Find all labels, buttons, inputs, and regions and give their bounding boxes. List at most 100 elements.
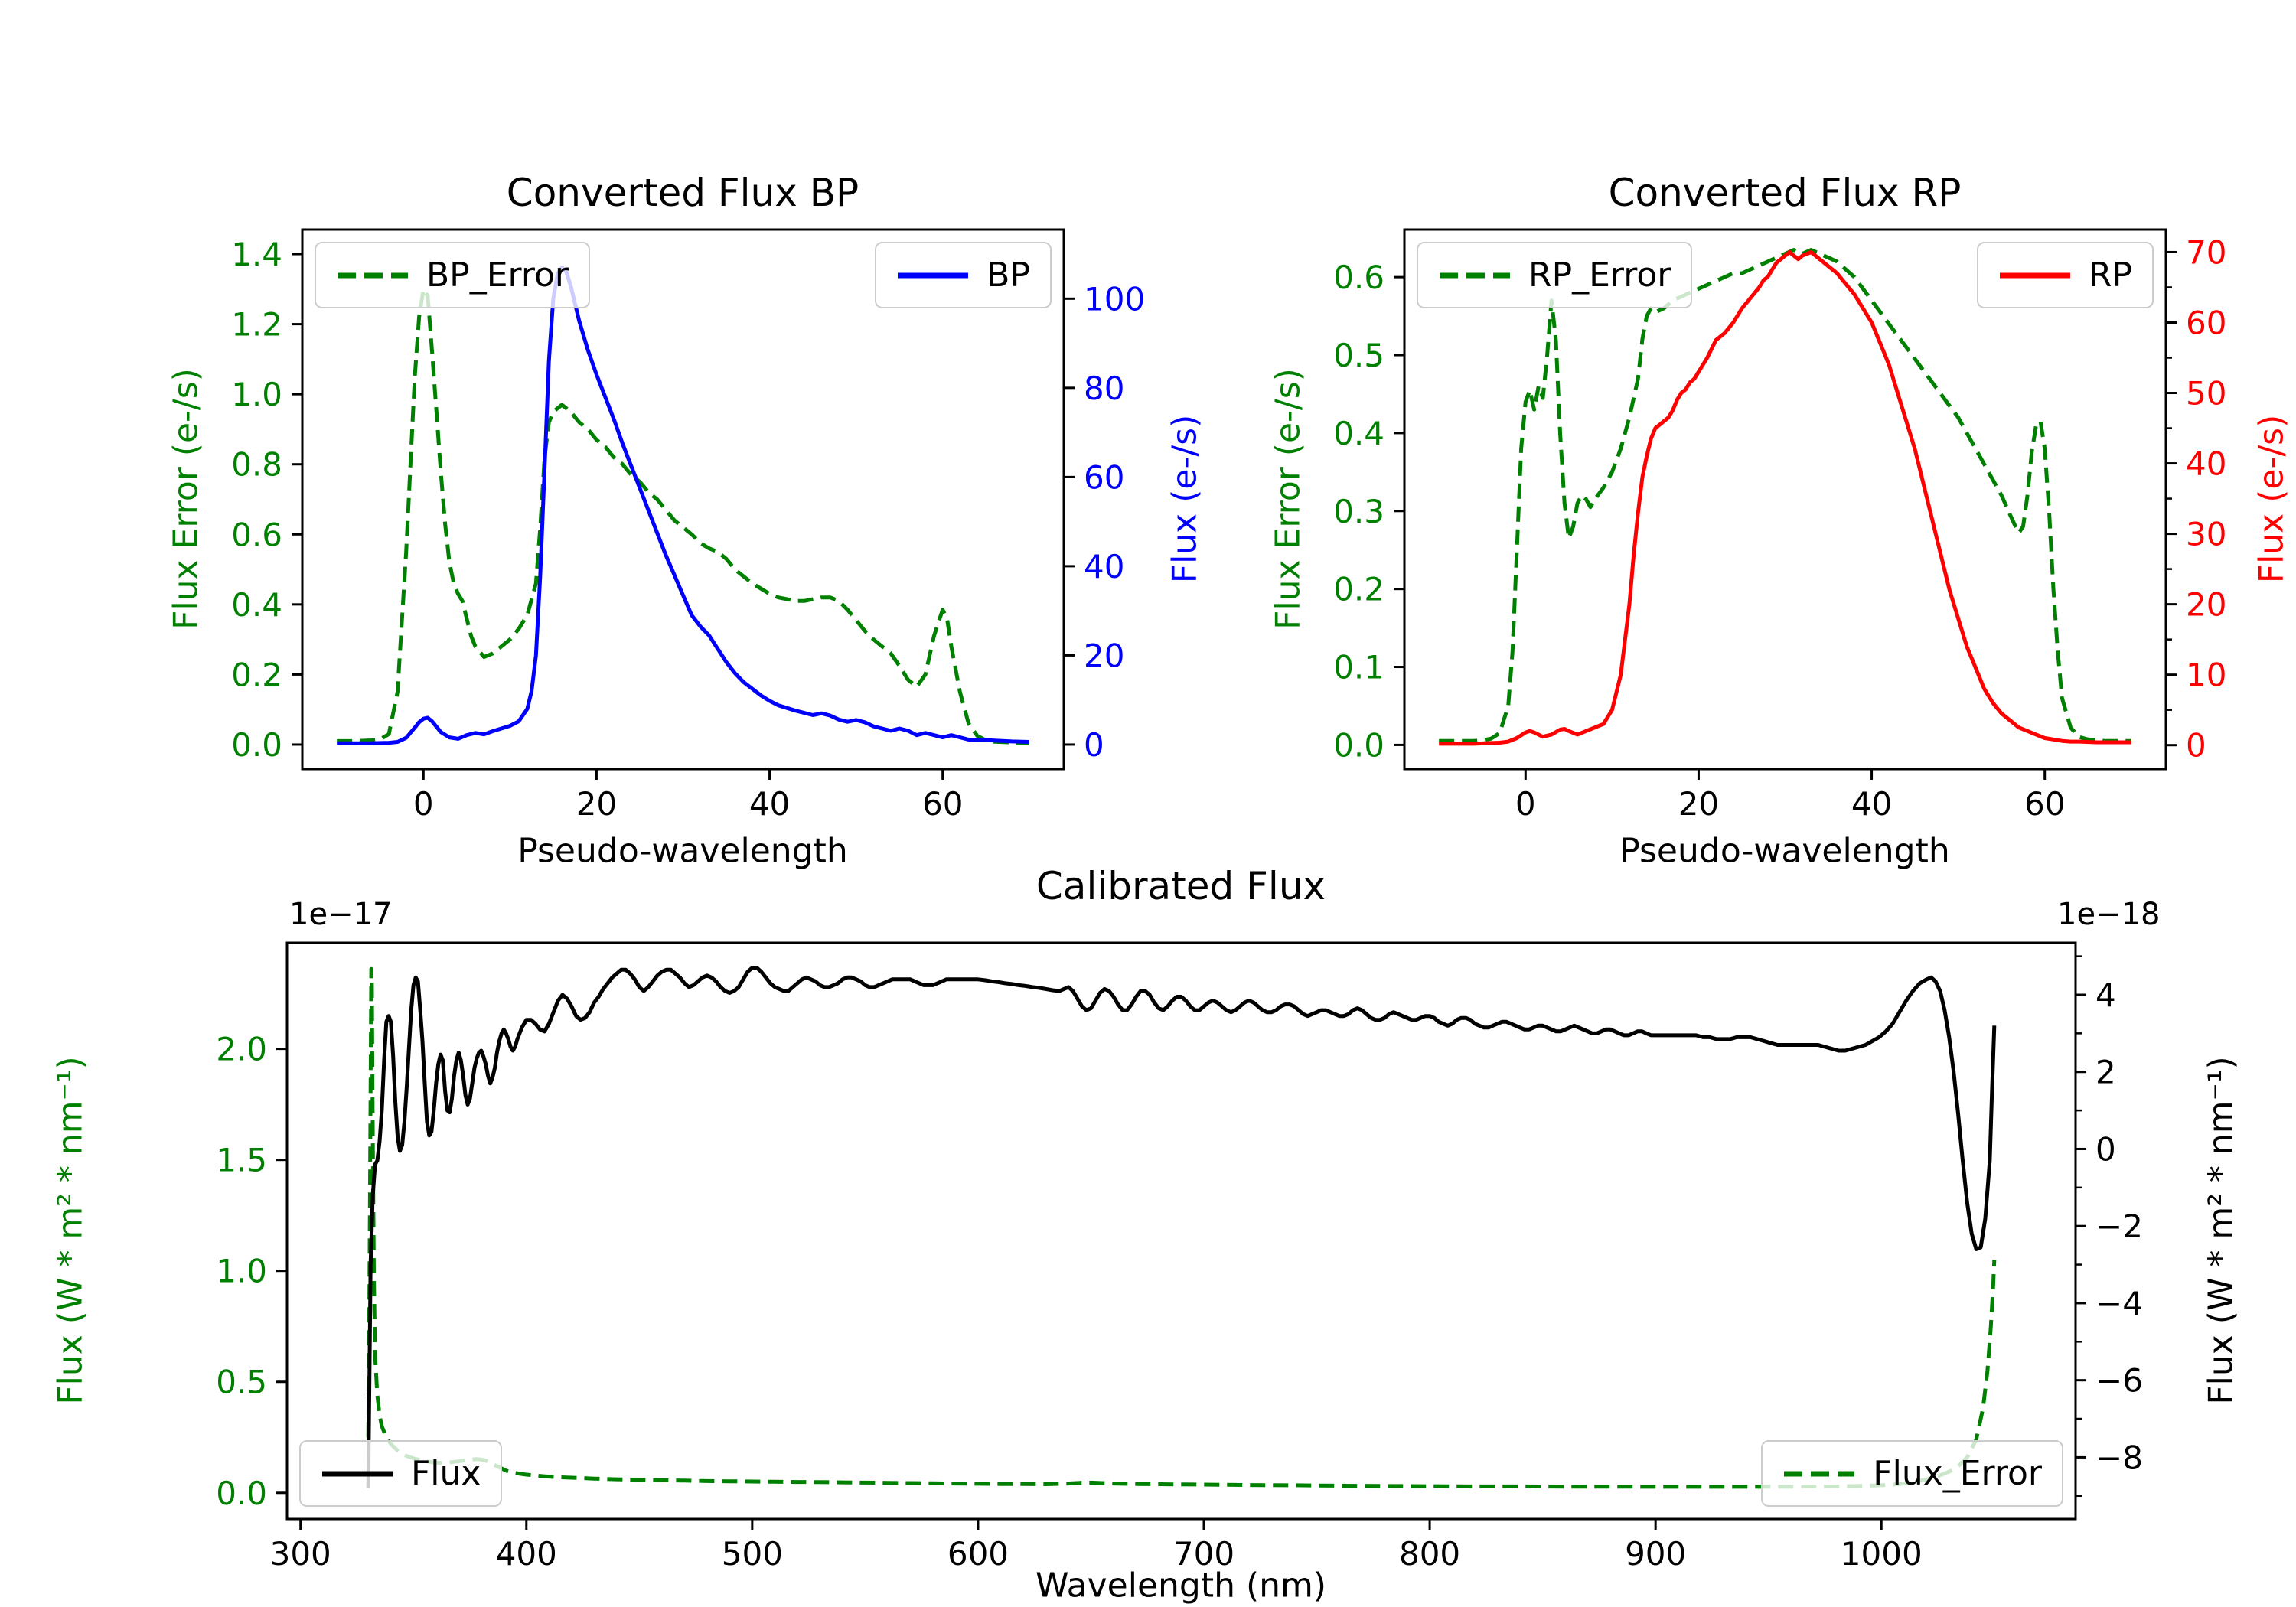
bp-plot-title: Converted Flux BP (506, 171, 859, 215)
rp-y-left-tick-label: 0.6 (1333, 259, 1384, 296)
rp-y-right-tick-label: 70 (2186, 233, 2226, 271)
bp-y-left-tick-label: 1.4 (231, 236, 282, 273)
rp-error-legend: RP_Error (1417, 242, 1693, 308)
cal-y-left-tick-label: 0.0 (216, 1475, 267, 1512)
rp-yaxis-left-label: Flux Error (e-/s) (1268, 368, 1308, 630)
bp-x-tick-label: 0 (413, 785, 434, 823)
bp-y-right-tick-label: 100 (1084, 280, 1145, 318)
bp-y-right-tick-label: 0 (1084, 726, 1104, 764)
rp-x-tick-label: 40 (1851, 785, 1892, 823)
cal-x-tick-label: 800 (1399, 1535, 1460, 1573)
bp-y-left-tick-label: 0.2 (231, 656, 282, 693)
cal-yaxis-left-label: Flux (W * m² * nm⁻¹) (51, 1056, 90, 1405)
rp-y-right-tick-label: 40 (2186, 445, 2226, 483)
rp-x-tick-label: 0 (1515, 785, 1536, 823)
rp-y-left-tick-label: 0.2 (1333, 571, 1384, 608)
cal-y-left-tick-label: 1.0 (216, 1253, 267, 1290)
bp-x-tick-label: 60 (922, 785, 963, 823)
bp-y-left-tick-label: 1.2 (231, 306, 282, 344)
rp-y-right-tick-label: 20 (2186, 586, 2226, 624)
bp-yaxis-right-label: Flux (e-/s) (1165, 414, 1205, 584)
bp-y-left-tick-label: 0.8 (231, 446, 282, 484)
rp-plot-spines (1403, 228, 2167, 771)
cal-x-tick-label: 900 (1625, 1535, 1686, 1573)
bp-xaxis-label: Pseudo-wavelength (517, 831, 848, 871)
bp-yaxis-left-label: Flux Error (e-/s) (166, 368, 206, 630)
rp-yaxis-right-label: Flux (e-/s) (2252, 414, 2291, 584)
rp-plot-title: Converted Flux RP (1608, 171, 1962, 215)
bp_error-line (337, 287, 1029, 745)
cal-x-tick-label: 1000 (1841, 1535, 1923, 1573)
cal-y-right-tick-label: −2 (2095, 1208, 2143, 1245)
cal-plot-spines (285, 941, 2077, 1521)
cal-plot-title: Calibrated Flux (1035, 864, 1326, 908)
rp-y-right-tick-label: 30 (2186, 516, 2226, 553)
rp-x-tick-label: 20 (1678, 785, 1719, 823)
bp-y-left-tick-label: 1.0 (231, 376, 282, 413)
cal-y-right-tick-label: −4 (2095, 1285, 2143, 1322)
rp-line (1439, 250, 2131, 746)
rp-y-right-tick-label: 60 (2186, 304, 2226, 341)
rp-y-left-tick-label: 0.5 (1333, 337, 1384, 374)
cal-x-tick-label: 400 (496, 1535, 557, 1573)
bp-y-right-tick-label: 80 (1084, 370, 1124, 407)
bp-plot-spines (301, 228, 1065, 771)
bp-y-left-tick-label: 0.0 (231, 726, 282, 764)
rp-legend: RP (1976, 242, 2154, 308)
rp-y-right-tick-label: 0 (2186, 727, 2206, 764)
cal-x-tick-label: 700 (1173, 1535, 1234, 1573)
cal-y-right-tick-label: 2 (2095, 1054, 2116, 1091)
rp-y-right-tick-label: 50 (2186, 375, 2226, 412)
bp-y-right-tick-label: 60 (1084, 458, 1124, 496)
rp-error-legend-label: RP_Error (1528, 256, 1671, 295)
flux-legend-line-icon (322, 1471, 393, 1476)
bp-line (337, 266, 1029, 745)
flux-legend: Flux (299, 1440, 503, 1507)
bp-legend-label: BP (987, 256, 1030, 295)
cal-x-tick-label: 500 (722, 1535, 783, 1573)
bp-y-right-tick-label: 20 (1084, 637, 1124, 674)
flux-error-legend: Flux_Error (1761, 1440, 2063, 1507)
bp-x-tick-label: 20 (576, 785, 617, 823)
cal-y-left-tick-label: 2.0 (216, 1031, 267, 1068)
bp-legend: BP (875, 242, 1052, 308)
cal-y-left-tick-label: 1.5 (216, 1142, 267, 1179)
cal-x-tick-label: 300 (270, 1535, 331, 1573)
bp-y-left-tick-label: 0.6 (231, 516, 282, 553)
flux-error-legend-line-icon (1784, 1471, 1855, 1476)
flux-error-legend-label: Flux_Error (1873, 1454, 2042, 1493)
bp-y-right-tick-label: 40 (1084, 548, 1124, 585)
cal-x-tick-label: 600 (947, 1535, 1009, 1573)
cal-y-left-tick-label: 0.5 (216, 1364, 267, 1401)
bp-error-legend-label: BP_Error (426, 256, 569, 295)
rp-xaxis-label: Pseudo-wavelength (1619, 831, 1950, 871)
bp-error-legend-line-icon (338, 272, 408, 278)
cal-xaxis-label: Wavelength (nm) (1035, 1566, 1327, 1605)
rp-y-left-tick-label: 0.4 (1333, 415, 1384, 452)
bp-y-left-tick-label: 0.4 (231, 586, 282, 624)
cal-y-right-tick-label: −8 (2095, 1439, 2143, 1476)
rp_error-line (1439, 248, 2131, 743)
bp-error-legend: BP_Error (315, 242, 590, 308)
cal-y-right-tick-label: 0 (2095, 1130, 2116, 1168)
flux-legend-label: Flux (411, 1454, 481, 1493)
bp-x-tick-label: 40 (749, 785, 790, 823)
rp-y-left-tick-label: 0.1 (1333, 649, 1384, 686)
rp-error-legend-line-icon (1440, 272, 1510, 278)
rp-y-left-tick-label: 0.0 (1333, 726, 1384, 764)
cal-right-axis-offset-text: 1e−18 (2057, 897, 2161, 932)
rp-y-left-tick-label: 0.3 (1333, 493, 1384, 530)
rp-legend-label: RP (2088, 256, 2132, 295)
cal-yaxis-right-label: Flux (W * m² * nm⁻¹) (2201, 1056, 2241, 1405)
rp-y-right-tick-label: 10 (2186, 657, 2226, 694)
rp-x-tick-label: 60 (2024, 785, 2065, 823)
cal-left-axis-offset-text: 1e−17 (289, 897, 393, 932)
flux-line (366, 966, 1997, 1488)
bp-legend-line-icon (898, 272, 969, 278)
cal-y-right-tick-label: 4 (2095, 976, 2116, 1014)
rp-legend-line-icon (1999, 272, 2070, 278)
flux_error-line (366, 966, 1997, 1489)
cal-y-right-tick-label: −6 (2095, 1362, 2143, 1400)
